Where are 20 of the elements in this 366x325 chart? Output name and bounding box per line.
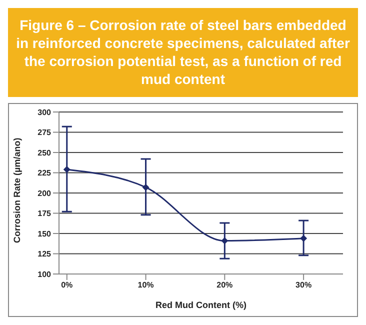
point (221, 237, 228, 244)
x-axis-title: Red Mud Content (%) (156, 300, 246, 310)
x-tick-label: 20% (216, 280, 233, 290)
point (142, 184, 150, 191)
x-tick-label: 10% (138, 280, 154, 290)
y-tick-label: 200 (38, 188, 52, 198)
y-tick-label: 225 (38, 168, 52, 178)
y-tick-label: 275 (38, 128, 52, 138)
y-tick-label: 100 (38, 270, 52, 279)
y-tick-label: 150 (38, 229, 52, 238)
y-tick-label: 125 (38, 250, 52, 259)
y-axis-title: Corrosion Rate (µm/ano) (12, 138, 22, 243)
chart-title: Figure 6 – Corrosion rate of steel bars embedded in reinforced concrete specimens, calculated after the corrosion potential test, as a function of red mud content (8, 8, 358, 97)
y-tick-label: 250 (38, 148, 52, 158)
y-tick-label: 175 (38, 209, 52, 218)
x-tick-label: 30% (296, 280, 312, 290)
x-tick-label: 0% (61, 280, 73, 290)
point (63, 166, 70, 174)
point (300, 234, 308, 242)
y-tick-label: 300 (38, 108, 52, 117)
